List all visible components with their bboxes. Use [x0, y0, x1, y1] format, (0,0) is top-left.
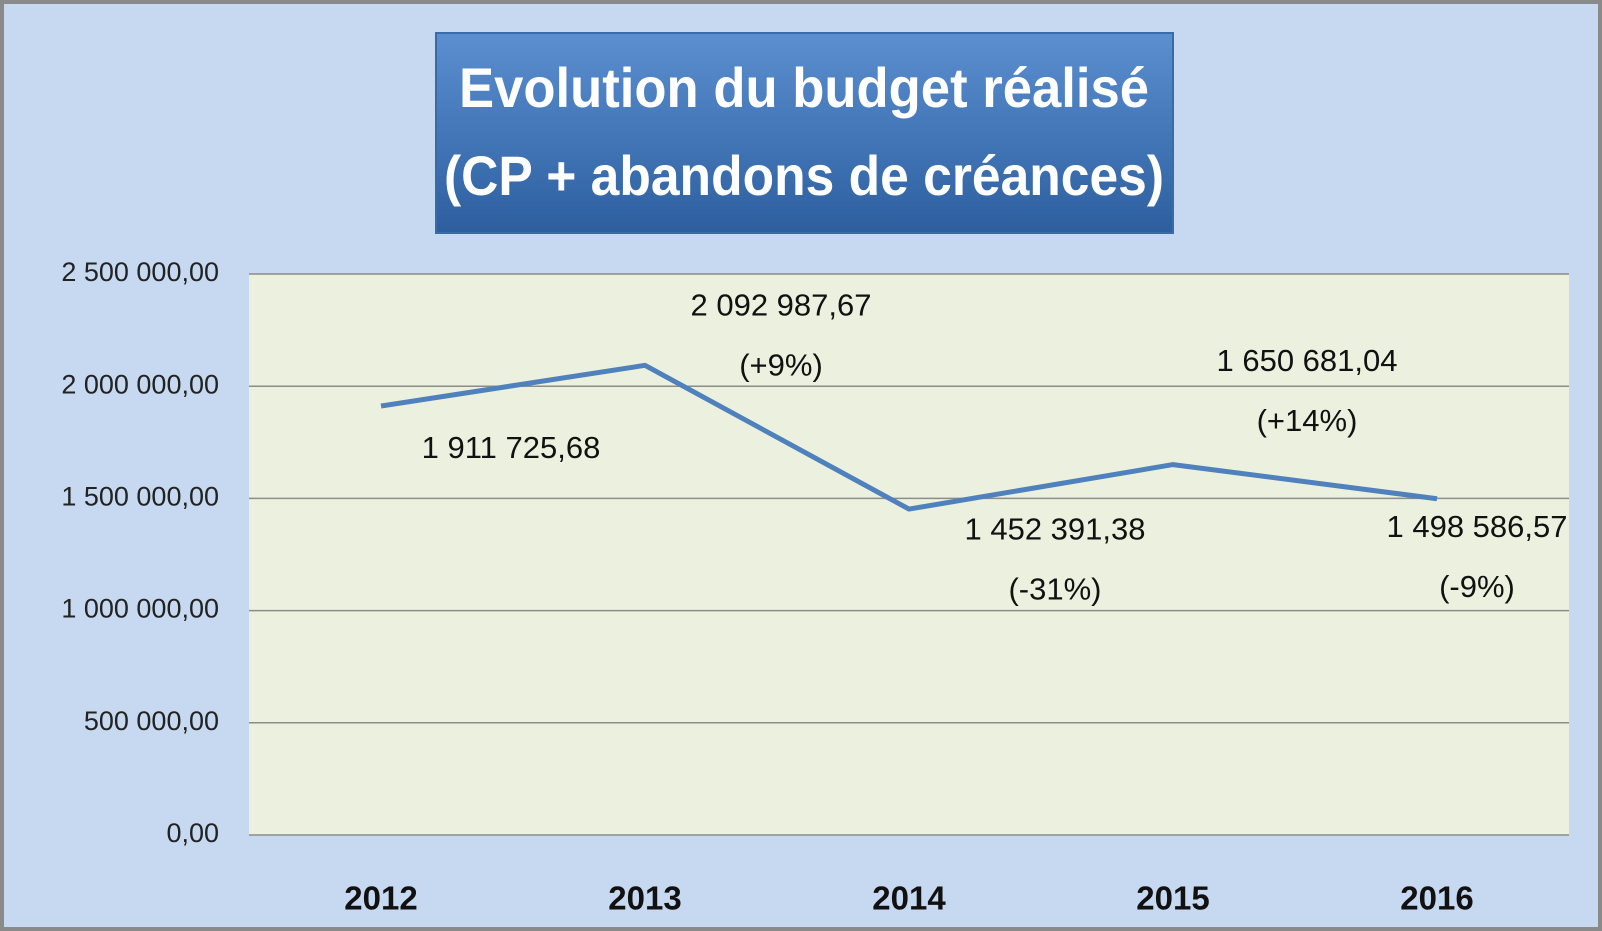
change-label: (-9%) — [1439, 569, 1515, 604]
y-tick-label: 500 000,00 — [84, 706, 219, 736]
data-label: 1 911 725,68 — [422, 430, 601, 465]
data-line — [380, 362, 1438, 512]
data-label: 1 452 391,38 — [964, 511, 1145, 546]
y-tick-label: 2 500 000,00 — [61, 257, 219, 287]
data-label: 2 092 987,67 — [690, 288, 871, 323]
x-tick-label: 2016 — [1400, 880, 1473, 917]
chart-title: Evolution du budget réalisé — [459, 56, 1149, 119]
change-label: (+9%) — [739, 348, 823, 383]
x-tick-label: 2014 — [872, 880, 946, 917]
change-label: (-31%) — [1008, 571, 1101, 606]
data-label: 1 650 681,04 — [1216, 343, 1397, 378]
x-tick-label: 2012 — [344, 880, 417, 917]
chart-subtitle: (CP + abandons de créances) — [444, 144, 1164, 207]
change-label: (+14%) — [1257, 403, 1358, 438]
y-tick-label: 0,00 — [166, 818, 219, 848]
x-tick-label: 2015 — [1136, 880, 1209, 917]
plot-area — [249, 274, 1569, 835]
y-tick-label: 1 000 000,00 — [61, 594, 219, 624]
x-tick-label: 2013 — [608, 880, 681, 917]
y-tick-label: 2 000 000,00 — [61, 369, 219, 399]
title-box — [435, 32, 1174, 234]
data-label: 1 498 586,57 — [1386, 509, 1567, 544]
y-tick-label: 1 500 000,00 — [61, 482, 219, 512]
